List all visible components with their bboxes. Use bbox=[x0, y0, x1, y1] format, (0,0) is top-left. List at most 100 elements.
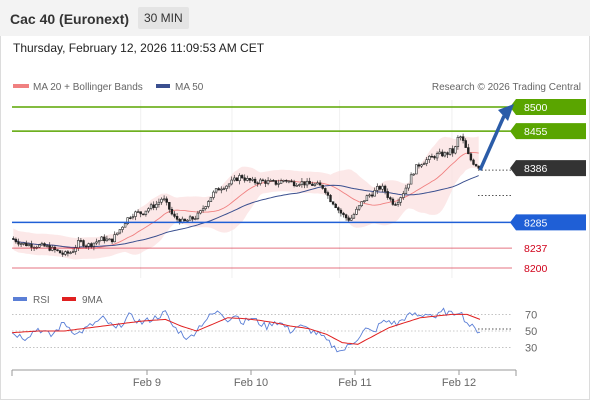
candle bbox=[173, 211, 176, 219]
candle bbox=[209, 197, 213, 202]
candle-body bbox=[214, 188, 218, 193]
candle-body bbox=[415, 164, 418, 175]
candle-body bbox=[66, 251, 70, 254]
candle-body bbox=[355, 208, 358, 215]
candle bbox=[123, 223, 127, 228]
candle-body bbox=[308, 180, 311, 185]
candle bbox=[217, 187, 220, 191]
candle-body bbox=[339, 209, 343, 214]
candle-body bbox=[186, 219, 189, 222]
candle bbox=[266, 177, 270, 186]
candle-body bbox=[269, 180, 272, 182]
candle bbox=[201, 205, 205, 213]
candle-body bbox=[300, 181, 304, 185]
candle bbox=[103, 234, 106, 244]
candle bbox=[472, 158, 475, 166]
rsi-line bbox=[11, 307, 481, 353]
candle bbox=[105, 235, 109, 242]
candle-body bbox=[370, 194, 374, 197]
candle bbox=[337, 206, 340, 214]
candle-body bbox=[318, 182, 322, 186]
candle bbox=[100, 235, 103, 241]
candle bbox=[152, 201, 155, 211]
candle-body bbox=[357, 205, 361, 210]
candle-body bbox=[173, 213, 176, 217]
candle bbox=[27, 242, 31, 247]
candle bbox=[290, 179, 293, 183]
candle bbox=[170, 206, 174, 216]
candle bbox=[56, 249, 59, 252]
candle-body bbox=[22, 242, 25, 245]
candle bbox=[396, 198, 400, 207]
candle bbox=[264, 179, 267, 187]
candle-body bbox=[448, 148, 452, 155]
candle bbox=[402, 190, 405, 200]
candle-body bbox=[168, 202, 171, 210]
candle bbox=[64, 250, 67, 257]
candle-body bbox=[443, 152, 447, 157]
candle bbox=[339, 208, 343, 217]
candle-body bbox=[290, 180, 293, 183]
candle-body bbox=[235, 177, 239, 182]
candle-body bbox=[342, 212, 345, 216]
candle bbox=[451, 145, 454, 157]
candle-body bbox=[116, 232, 119, 235]
candle-body bbox=[376, 186, 379, 191]
candle-body bbox=[175, 216, 179, 220]
candle-body bbox=[131, 216, 135, 219]
candle-body bbox=[188, 216, 192, 221]
candle bbox=[233, 174, 236, 182]
candle bbox=[43, 242, 46, 247]
candle bbox=[454, 145, 457, 155]
candle-body bbox=[225, 185, 228, 189]
candle-body bbox=[64, 251, 67, 255]
candle-body bbox=[404, 187, 408, 194]
candle-body bbox=[266, 180, 270, 184]
candle-body bbox=[97, 240, 101, 243]
candlesticks bbox=[12, 133, 480, 257]
ma50-legend-label: MA 50 bbox=[175, 82, 204, 93]
candle-body bbox=[149, 204, 153, 209]
candle-body bbox=[383, 185, 387, 192]
candle-body bbox=[456, 137, 460, 147]
candle bbox=[253, 177, 257, 185]
candle-body bbox=[233, 177, 236, 181]
level-tag-8500 bbox=[510, 99, 586, 115]
x-axis: Feb 9 Feb 10 Feb 11 Feb 12 bbox=[11, 369, 517, 389]
candle bbox=[110, 238, 114, 244]
candle-body bbox=[56, 249, 59, 252]
candle-body bbox=[100, 236, 103, 241]
candle bbox=[230, 176, 233, 186]
candle-body bbox=[459, 136, 462, 139]
candle bbox=[90, 242, 93, 249]
candle bbox=[129, 215, 132, 220]
candle-body bbox=[378, 186, 382, 190]
candle bbox=[116, 232, 119, 236]
candle bbox=[259, 177, 262, 186]
candle bbox=[45, 244, 49, 248]
ma50-legend-swatch bbox=[156, 84, 170, 88]
candle bbox=[207, 200, 210, 209]
candle-body bbox=[337, 207, 340, 211]
candle bbox=[240, 174, 244, 180]
candle-body bbox=[389, 197, 392, 200]
header-bar: Cac 40 (Euronext) 30 MIN bbox=[0, 0, 590, 36]
candle-body bbox=[246, 178, 249, 181]
candle-body bbox=[360, 201, 363, 207]
candle-body bbox=[261, 179, 265, 182]
candle-body bbox=[84, 245, 88, 248]
candle bbox=[391, 197, 395, 206]
bollinger-band-fill bbox=[13, 135, 479, 260]
candle-body bbox=[313, 183, 317, 186]
timeframe-badge[interactable]: 30 MIN bbox=[138, 7, 189, 29]
candle bbox=[368, 193, 371, 198]
candle bbox=[108, 238, 111, 241]
candle-body bbox=[90, 243, 93, 247]
candle-body bbox=[446, 152, 449, 155]
candle-body bbox=[121, 226, 124, 230]
candle-body bbox=[207, 201, 210, 207]
x-tick-label: Feb 12 bbox=[442, 377, 476, 389]
candle bbox=[399, 196, 402, 206]
candle bbox=[435, 151, 439, 161]
